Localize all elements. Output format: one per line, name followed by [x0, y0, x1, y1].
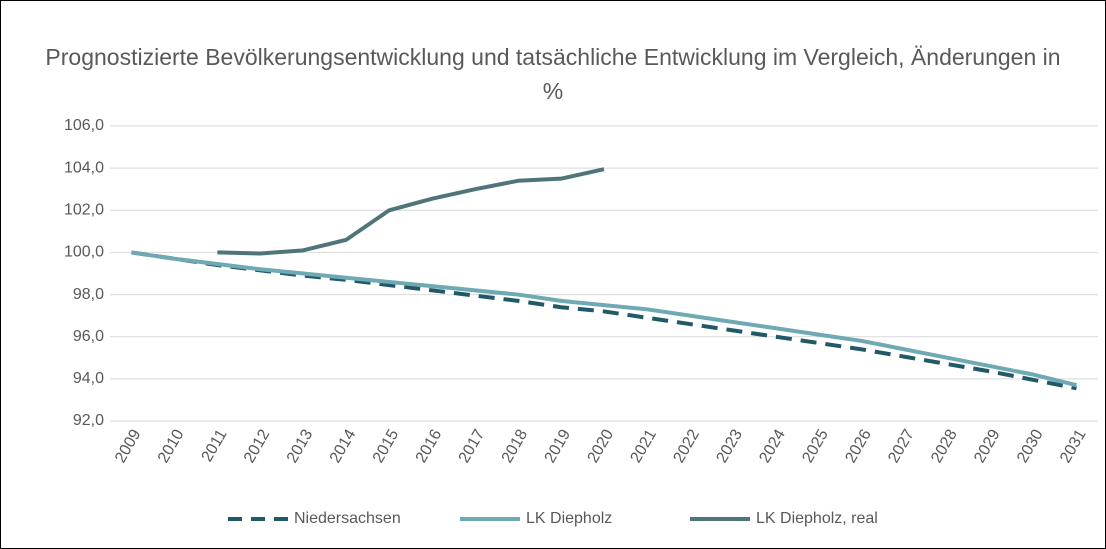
- x-tick-label: 2027: [885, 427, 918, 466]
- x-tick-label: 2019: [542, 427, 575, 466]
- series-line: [131, 250, 1077, 388]
- x-tick-label: 2016: [413, 427, 446, 466]
- y-tick-label: 106,0: [64, 117, 104, 134]
- x-tick-label: 2021: [628, 427, 661, 466]
- x-tick-label: 2028: [928, 427, 961, 466]
- y-tick-label: 96,0: [73, 328, 104, 345]
- series-line: [131, 250, 1077, 391]
- x-tick-label: 2020: [585, 427, 618, 466]
- series-line: [217, 167, 605, 256]
- x-tick-label: 2012: [241, 427, 274, 466]
- x-tick-label: 2029: [971, 427, 1004, 466]
- legend-label: LK Diepholz: [526, 510, 612, 527]
- legend-label: Niedersachsen: [294, 510, 401, 527]
- x-tick-label: 2014: [327, 427, 360, 466]
- y-tick-label: 102,0: [64, 202, 104, 219]
- y-tick-label: 100,0: [64, 244, 104, 261]
- x-tick-label: 2018: [499, 427, 532, 466]
- legend-label: LK Diepholz, real: [756, 510, 878, 527]
- x-tick-label: 2017: [456, 427, 489, 466]
- x-tick-label: 2024: [756, 427, 789, 466]
- x-tick-label: 2010: [155, 427, 188, 466]
- chart-title: Prognostizierte Bevölkerungsentwicklung …: [45, 44, 1061, 104]
- y-tick-label: 104,0: [64, 159, 104, 176]
- x-tick-label: 2011: [199, 427, 231, 465]
- x-tick-label: 2009: [112, 427, 145, 466]
- x-tick-label: 2031: [1057, 427, 1090, 466]
- x-tick-label: 2015: [370, 427, 403, 466]
- y-tick-label: 94,0: [73, 370, 104, 387]
- y-tick-label: 92,0: [73, 412, 104, 429]
- x-tick-label: 2013: [284, 427, 317, 466]
- x-tick-label: 2023: [713, 427, 746, 466]
- x-tick-label: 2025: [799, 427, 832, 466]
- y-tick-label: 98,0: [73, 286, 104, 303]
- x-tick-label: 2022: [671, 427, 704, 466]
- x-tick-label: 2026: [842, 427, 875, 466]
- x-tick-label: 2030: [1014, 427, 1047, 466]
